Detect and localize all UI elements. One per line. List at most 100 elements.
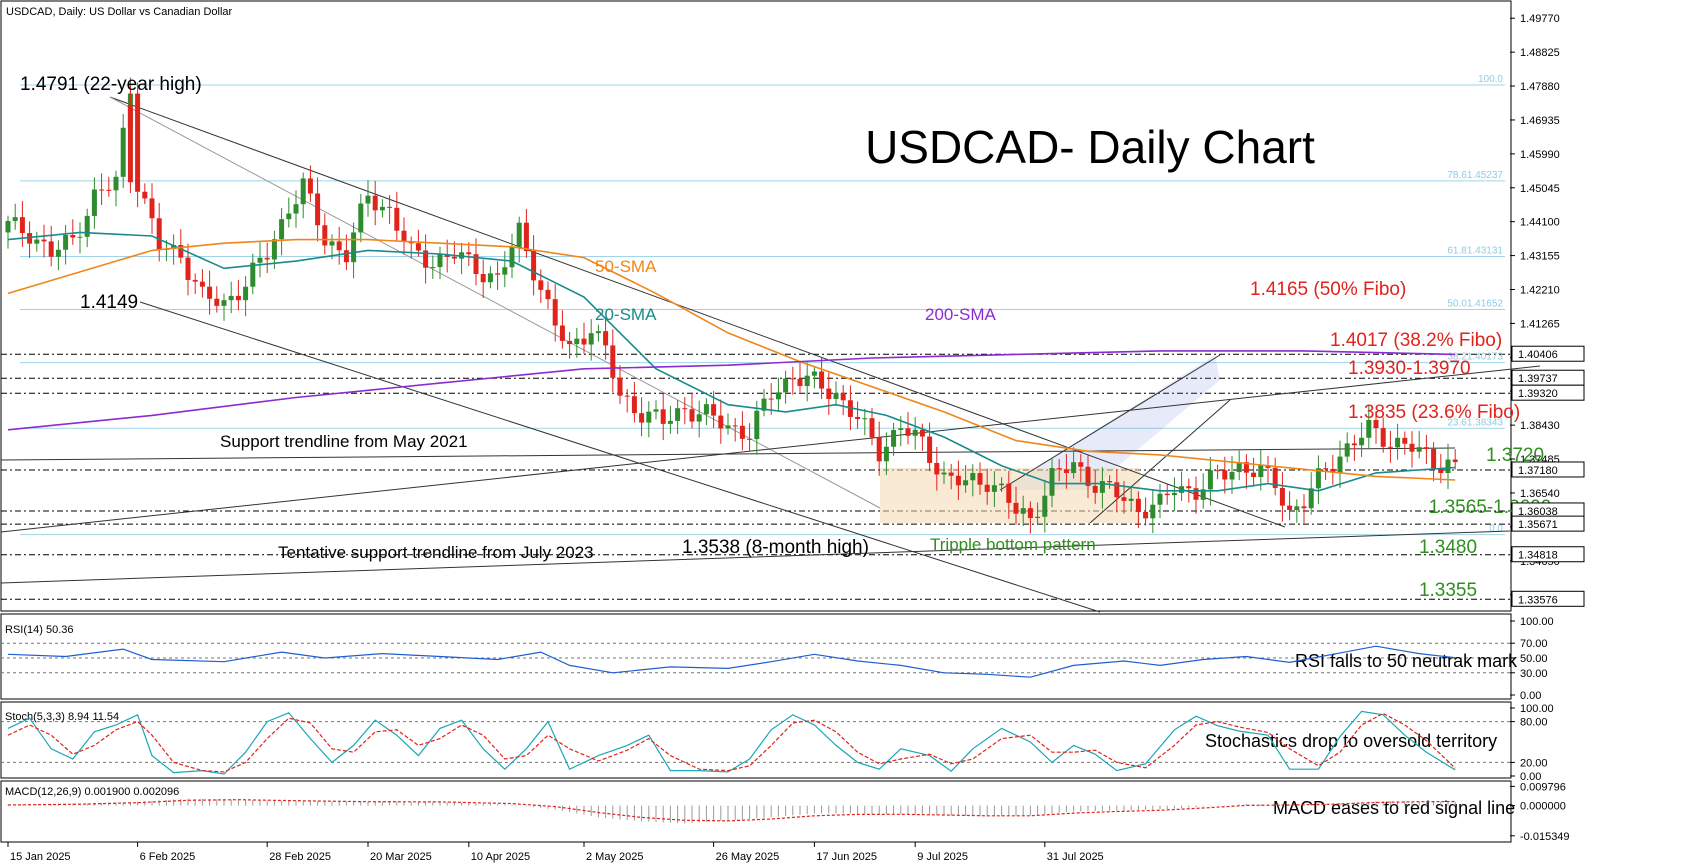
panel-tick-label: 80.00 xyxy=(1520,717,1548,729)
candle-body xyxy=(1071,462,1077,474)
candle-body xyxy=(264,257,270,260)
rsi-panel: 100.00 70.00 50.00 30.00 0.00 RSI(14) 50.36 RS… xyxy=(1,616,1554,702)
candle-body xyxy=(919,429,925,437)
candle-body xyxy=(171,244,177,250)
candle-body xyxy=(991,485,997,492)
candle-body xyxy=(1193,488,1199,500)
candle-body xyxy=(984,484,990,492)
candle-body xyxy=(977,473,983,485)
price-tick-label: 1.47880 xyxy=(1520,81,1560,93)
candle-body xyxy=(567,340,573,345)
time-tick-label: 9 Jul 2025 xyxy=(917,851,968,863)
candle-body xyxy=(574,338,580,345)
candle-body xyxy=(1243,462,1249,473)
candle-body xyxy=(1006,483,1012,503)
price-tick-label: 1.43155 xyxy=(1520,251,1560,263)
candle-body xyxy=(862,418,868,420)
candle-body xyxy=(689,409,695,422)
candle-body xyxy=(495,273,501,275)
candle-body xyxy=(379,206,385,211)
time-tick-label: 17 Jun 2025 xyxy=(816,851,877,863)
rsi-panel-frame xyxy=(0,613,1512,700)
candle-body xyxy=(1402,437,1408,444)
candle-body xyxy=(1323,468,1329,470)
time-tick-label: 10 Apr 2025 xyxy=(471,851,530,863)
candle-body xyxy=(77,236,83,238)
candle-body xyxy=(1351,443,1357,446)
candle-body xyxy=(703,404,709,415)
candle-body xyxy=(934,462,940,475)
candle-body xyxy=(927,436,933,463)
panel-tick-label: 0.00 xyxy=(1520,771,1541,783)
candle-body xyxy=(235,295,241,301)
time-axis: 15 Jan 2025 6 Feb 2025 28 Feb 2025 20 Mar 2… xyxy=(7,842,1104,863)
candle-body xyxy=(797,378,803,387)
candle-body xyxy=(1186,486,1192,489)
candle-body xyxy=(1315,468,1321,489)
candle-body xyxy=(883,446,889,462)
candle-body xyxy=(1035,516,1041,519)
panel-tick-label: 0.00 xyxy=(1520,690,1541,702)
candle-body xyxy=(1200,489,1206,500)
candle-body xyxy=(1344,443,1350,457)
candle-body xyxy=(603,331,609,346)
candle-body xyxy=(480,274,486,283)
chart-annotation: 20-SMA xyxy=(595,305,657,324)
candle-body xyxy=(811,371,817,376)
candle-body xyxy=(1078,462,1084,467)
candle-body xyxy=(1135,498,1141,512)
candle-body xyxy=(531,251,537,281)
price-tick-label: 1.45045 xyxy=(1520,183,1560,195)
candle-body xyxy=(1380,428,1386,447)
candle-body xyxy=(1107,480,1113,483)
candle-body xyxy=(243,286,249,301)
time-tick-label: 20 Mar 2025 xyxy=(370,851,432,863)
candle-body xyxy=(1236,462,1242,473)
candle-body xyxy=(1251,472,1257,478)
candle-body xyxy=(293,204,299,214)
candle-body xyxy=(898,428,904,430)
tentative-trendline-july-2023 xyxy=(0,530,1511,584)
candle-body xyxy=(768,398,774,400)
price-tick-label: 1.44100 xyxy=(1520,217,1560,229)
panel-label: Stoch(5,3,3) 8.94 11.54 xyxy=(5,711,119,723)
macd-signal-line xyxy=(7,799,1456,822)
candle-body xyxy=(538,280,544,290)
sma-line xyxy=(7,350,1456,431)
candle-body xyxy=(948,472,954,476)
candle-body xyxy=(876,437,882,462)
candle-body xyxy=(451,256,457,259)
candle-body xyxy=(552,299,558,326)
candle-body xyxy=(754,410,760,440)
candle-body xyxy=(63,235,69,250)
candle-body xyxy=(214,298,220,306)
candle-body xyxy=(156,218,162,250)
price-tick-label: 1.38430 xyxy=(1520,420,1560,432)
candle-body xyxy=(1013,502,1019,514)
candle-body xyxy=(819,371,825,389)
candle-body xyxy=(783,378,789,393)
candle-body xyxy=(257,257,263,263)
candle-body xyxy=(135,93,141,192)
chart-annotation: 1.3355 xyxy=(1419,580,1477,601)
descending-channel-upper xyxy=(109,96,1286,528)
candle-body xyxy=(869,418,875,438)
candle-body xyxy=(1157,493,1163,505)
candle-body xyxy=(1092,485,1098,493)
candle-body xyxy=(1431,448,1437,469)
candle-body xyxy=(516,222,522,247)
candle-body xyxy=(1164,493,1170,496)
candle-body xyxy=(1359,437,1365,446)
candle-body xyxy=(34,239,40,244)
symbol-info: USDCAD, Daily: US Dollar vs Canadian Dol… xyxy=(6,6,233,18)
candle-body xyxy=(588,333,594,345)
candle-body xyxy=(1366,419,1372,438)
macd-panel-frame xyxy=(0,780,1512,843)
candle-body xyxy=(5,220,11,233)
price-tag-box xyxy=(1511,515,1585,532)
fibo-label: 23.61.38343 xyxy=(1447,417,1503,428)
fibo-label: 61.81.43131 xyxy=(1447,245,1503,256)
descending-channel-lower xyxy=(139,301,1101,613)
candle-body xyxy=(595,331,601,334)
candle-body xyxy=(523,222,529,252)
